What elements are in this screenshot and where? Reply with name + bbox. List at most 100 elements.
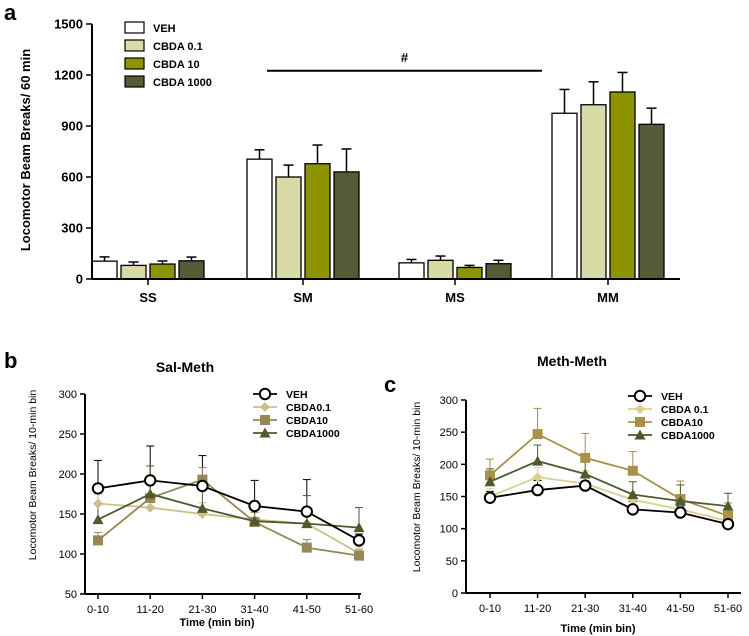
x-tick-label: 41-50 xyxy=(293,604,321,616)
legend-label: CBDA10 xyxy=(661,417,703,429)
marker-circle xyxy=(721,517,735,531)
bar xyxy=(149,263,176,280)
x-tick-label: 31-40 xyxy=(241,604,269,616)
marker-square xyxy=(301,542,312,553)
marker-square xyxy=(580,452,591,463)
bar xyxy=(485,263,512,280)
bar xyxy=(580,104,607,280)
bar xyxy=(551,112,578,280)
marker-triangle xyxy=(484,476,496,487)
marker-triangle xyxy=(674,495,686,506)
marker-triangle xyxy=(144,488,156,499)
y-tick-label: 1500 xyxy=(54,17,83,32)
series-line xyxy=(97,493,360,529)
marker-circle xyxy=(674,506,687,519)
panel-letter-b: b xyxy=(4,348,17,373)
x-tick-label: 51-60 xyxy=(714,603,742,615)
series-line xyxy=(97,502,360,554)
y-tick-label: 150 xyxy=(59,509,77,521)
x-tick-label: MM xyxy=(597,290,619,305)
x-tick-label: MS xyxy=(445,290,465,305)
marker-diamond xyxy=(260,402,270,412)
y-tick-label: 900 xyxy=(61,119,83,134)
y-tick-label: 250 xyxy=(440,427,458,439)
bar xyxy=(120,264,147,280)
marker-circle xyxy=(626,503,639,516)
marker-square xyxy=(197,474,208,485)
x-tick-label: 21-30 xyxy=(188,604,216,616)
x-tick-label: 0-10 xyxy=(87,604,109,616)
bar xyxy=(456,266,483,280)
x-tick-label: 51-60 xyxy=(345,604,373,616)
marker-diamond xyxy=(145,502,156,513)
marker-square xyxy=(635,417,645,427)
marker-triangle xyxy=(634,429,646,440)
series-line xyxy=(489,460,729,508)
y-tick-label: 100 xyxy=(440,524,458,536)
y-tick-label: 100 xyxy=(59,549,77,561)
legend-label: CBDA 0.1 xyxy=(661,404,709,416)
legend-label: VEH xyxy=(661,391,683,403)
marker-square xyxy=(354,550,364,561)
legend-label: VEH xyxy=(153,23,176,35)
x-tick-label: 0-10 xyxy=(479,603,501,615)
legend-swatch xyxy=(124,57,145,70)
marker-square xyxy=(93,535,103,546)
legend-label: CBDA10 xyxy=(286,415,328,427)
marker-circle xyxy=(196,479,209,493)
panel-b-ylabel: Locomotor Beam Breaks/ 10-min bin xyxy=(27,390,39,561)
legend-label: CBDA1000 xyxy=(286,428,340,440)
marker-circle xyxy=(144,474,157,487)
panel-a-ylabel: Locomotor Beam Breaks/ 60 min xyxy=(18,49,33,251)
panel-letter-c: c xyxy=(384,372,396,397)
series-line xyxy=(97,479,360,542)
panel-c-ylabel: Locomotor Beam Breaks/ 10-min bin xyxy=(411,402,423,573)
marker-triangle xyxy=(722,500,734,511)
marker-circle xyxy=(248,499,261,513)
legend-swatch xyxy=(124,39,145,52)
bar xyxy=(304,163,331,280)
bar xyxy=(609,91,636,280)
marker-triangle xyxy=(353,522,365,533)
marker-triangle xyxy=(249,515,261,526)
marker-circle xyxy=(633,389,647,403)
panel-c-title: Meth-Meth xyxy=(537,353,607,369)
y-tick-label: 200 xyxy=(440,459,458,471)
y-tick-label: 50 xyxy=(446,556,458,568)
legend-label: CBDA 10 xyxy=(153,59,200,71)
marker-diamond xyxy=(93,498,103,509)
marker-square xyxy=(532,429,543,440)
panel-b-title: Sal-Meth xyxy=(156,359,214,375)
y-tick-label: 300 xyxy=(440,395,458,407)
legend-swatch xyxy=(124,75,145,88)
legend-label: CBDA1000 xyxy=(661,430,715,442)
panel-b-xlabel: Time (min bin) xyxy=(180,617,255,629)
bar-chart-panel-a: Locomotor Beam Breaks/ 60 min 0 300 600 900… xyxy=(18,17,680,305)
panel-c-xlabel: Time (min bin) xyxy=(561,623,636,635)
x-tick-label: 21-30 xyxy=(571,603,599,615)
y-tick-label: 200 xyxy=(59,469,77,481)
marker-circle xyxy=(300,505,313,518)
marker-triangle xyxy=(579,468,591,479)
y-tick-label: 300 xyxy=(61,221,83,236)
x-tick-label: 11-20 xyxy=(524,603,551,615)
bar xyxy=(427,259,454,280)
bar xyxy=(638,123,665,280)
series-line xyxy=(489,433,729,517)
legend-swatch xyxy=(124,21,145,34)
marker-diamond xyxy=(635,404,645,414)
marker-circle xyxy=(352,534,366,547)
legend-label: CBDA 0.1 xyxy=(153,41,203,53)
series-line xyxy=(97,478,360,557)
y-tick-label: 0 xyxy=(452,588,458,600)
bar xyxy=(275,176,302,280)
x-tick-label: SM xyxy=(293,290,313,305)
legend-label: CBDA0.1 xyxy=(286,402,331,414)
marker-circle xyxy=(483,491,497,504)
y-tick-label: 50 xyxy=(65,589,77,601)
marker-circle xyxy=(258,387,272,401)
bar xyxy=(178,260,205,280)
bar xyxy=(398,262,425,280)
x-tick-label: 31-40 xyxy=(619,603,647,615)
significance-marker: # xyxy=(401,50,409,65)
